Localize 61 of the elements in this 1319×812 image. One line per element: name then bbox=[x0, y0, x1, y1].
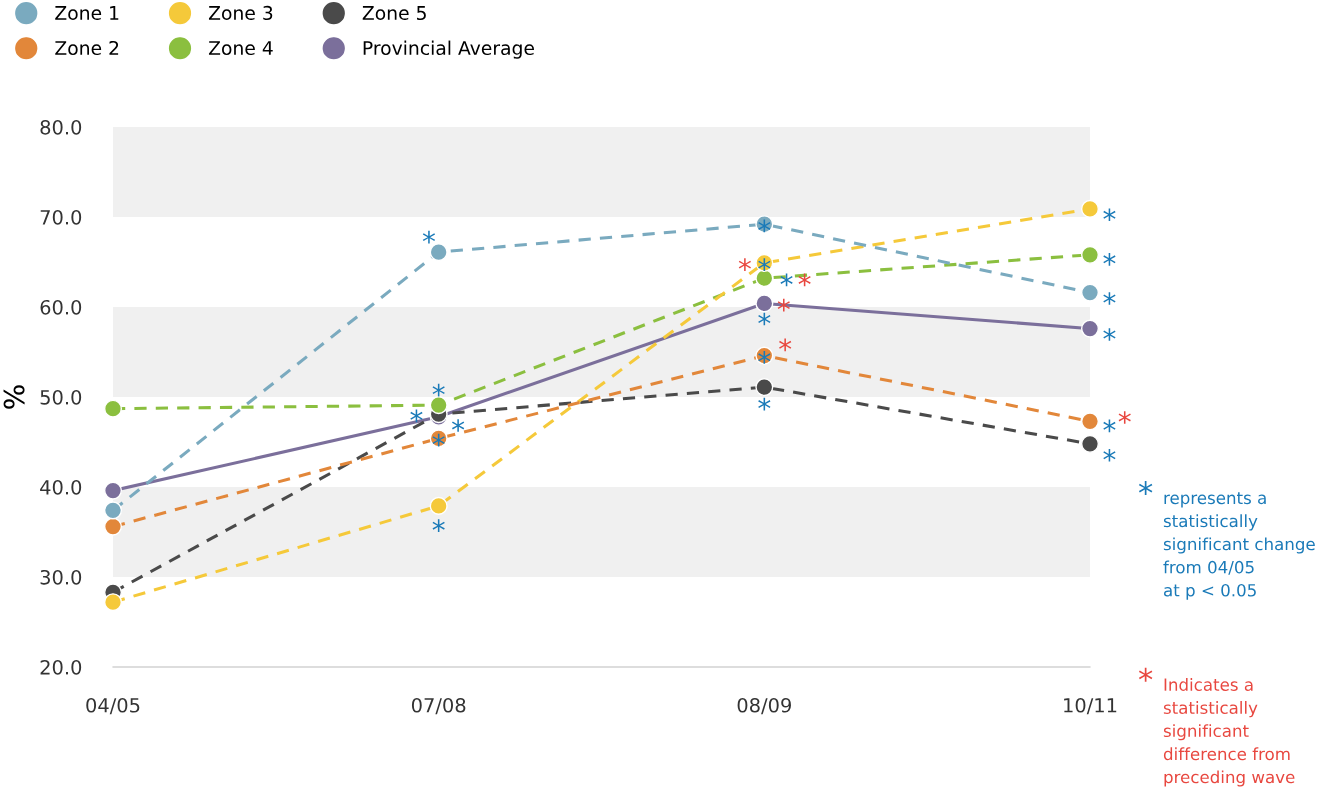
point bbox=[755, 378, 774, 397]
annotation: * bbox=[758, 397, 771, 411]
annotation: * bbox=[738, 258, 751, 271]
annotation: * bbox=[779, 338, 792, 352]
y-tick-label: 40.0 bbox=[40, 479, 82, 495]
x-tick-label: 07/08 bbox=[411, 697, 466, 715]
legend-label: Zone 2 bbox=[55, 40, 119, 56]
y-tick-label: 30.0 bbox=[40, 569, 82, 585]
point bbox=[1080, 319, 1100, 338]
y-tick-label: 70.0 bbox=[40, 209, 82, 225]
annotation: * bbox=[1103, 208, 1116, 222]
legend-label: Zone 3 bbox=[208, 5, 273, 21]
annotation: * bbox=[1103, 419, 1116, 433]
annotation: * bbox=[1103, 252, 1116, 266]
point bbox=[429, 243, 448, 262]
text: represents a statistically significant change from 04/05 at p < 0.05 bbox=[1163, 492, 1315, 600]
text: * bbox=[1138, 481, 1153, 496]
point bbox=[429, 396, 448, 415]
y-axis-title: % bbox=[3, 385, 25, 409]
point bbox=[103, 501, 123, 520]
annotation: * bbox=[780, 273, 793, 287]
point bbox=[103, 399, 123, 418]
x-tick-label: 08/09 bbox=[737, 697, 791, 715]
annotation: * bbox=[758, 312, 771, 326]
point bbox=[1080, 434, 1100, 453]
annotation: * bbox=[1118, 411, 1131, 424]
annotation: * bbox=[422, 230, 436, 244]
annotation: * bbox=[432, 433, 445, 447]
legend-label: Zone 5 bbox=[362, 6, 426, 21]
annotation: * bbox=[1103, 328, 1116, 341]
annotation: * bbox=[452, 419, 465, 432]
point bbox=[103, 517, 123, 536]
annotation: * bbox=[758, 219, 771, 233]
text: Indicates a statistically significant difference from preceding wave bbox=[1163, 678, 1295, 787]
annotation: * bbox=[432, 383, 445, 397]
point bbox=[755, 269, 774, 288]
point bbox=[429, 496, 448, 515]
x-tick-label: 04/05 bbox=[86, 697, 140, 715]
point bbox=[103, 593, 123, 612]
point bbox=[1080, 245, 1100, 264]
point bbox=[1080, 199, 1100, 218]
annotation: * bbox=[410, 409, 423, 423]
annotation: * bbox=[758, 350, 771, 364]
point bbox=[755, 294, 774, 313]
annotation: * bbox=[1103, 448, 1116, 462]
annotation: * bbox=[798, 273, 811, 287]
legend-label: Zone 1 bbox=[55, 6, 119, 21]
annotation: * bbox=[758, 258, 771, 271]
x-tick-label: 10/11 bbox=[1064, 697, 1117, 715]
annotation: * bbox=[1103, 292, 1116, 305]
annotation: * bbox=[432, 519, 445, 533]
point bbox=[1080, 283, 1100, 302]
point bbox=[103, 481, 123, 500]
y-tick-label: 50.0 bbox=[40, 389, 82, 405]
legend-label: Provincial Average bbox=[363, 40, 534, 59]
y-tick-label: 80.0 bbox=[40, 119, 82, 135]
y-tick-label: 20.0 bbox=[40, 659, 82, 675]
legend-label: Zone 4 bbox=[208, 41, 273, 56]
point bbox=[1080, 412, 1100, 431]
text: * bbox=[1138, 667, 1153, 682]
y-tick-label: 60.0 bbox=[40, 299, 82, 315]
